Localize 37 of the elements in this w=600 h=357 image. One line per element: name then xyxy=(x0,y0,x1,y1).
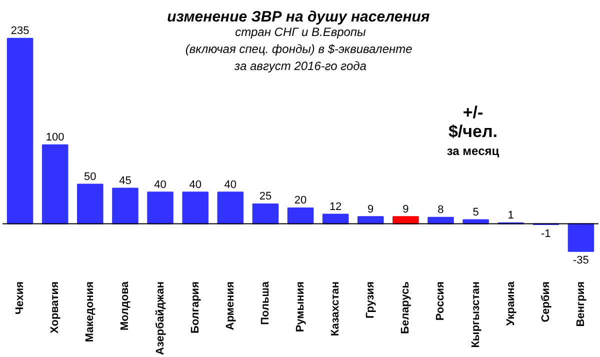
data-label: 40 xyxy=(189,178,202,191)
data-label: 50 xyxy=(84,171,96,184)
data-label: 40 xyxy=(224,178,237,191)
data-label: 45 xyxy=(119,174,132,187)
data-label: 25 xyxy=(259,190,272,203)
data-label: 12 xyxy=(329,200,342,213)
x-tick-label: Казахстан xyxy=(330,281,342,336)
data-label: 9 xyxy=(402,203,409,216)
data-label: 1 xyxy=(508,210,514,222)
data-label: -35 xyxy=(573,254,589,267)
x-tick-label: Грузия xyxy=(364,281,377,319)
x-tick-label: Болгария xyxy=(189,281,202,334)
x-tick-label: Кыргызстан xyxy=(470,282,482,348)
data-label: 40 xyxy=(154,178,166,191)
x-tick-label: Румыния xyxy=(294,281,306,332)
x-tick-label: Беларусь xyxy=(400,281,412,334)
data-label: -1 xyxy=(541,228,551,240)
x-tick-label: Армения xyxy=(224,281,236,330)
data-label: 100 xyxy=(46,132,64,144)
x-tick-label: Россия xyxy=(434,281,447,321)
x-tick-label: Украина xyxy=(504,280,517,326)
x-tick-label: Хорватия xyxy=(49,281,62,334)
data-label: 8 xyxy=(438,204,444,216)
x-tick-label: Молдова xyxy=(119,280,132,331)
x-tick-label: Сербия xyxy=(540,281,552,322)
data-label: 9 xyxy=(368,203,374,216)
data-label: 235 xyxy=(10,25,30,38)
annotation: +/- $/чел. за месяц xyxy=(446,102,500,158)
x-tick-label: Чехия xyxy=(14,282,26,314)
chart-title: изменение ЗВР на душу населения xyxy=(167,8,430,26)
chart-subtitle: стран СНГ и В.Европы (включая спец. фонды) в $-эквиваленте за август 2016-го года xyxy=(185,24,413,74)
x-tick-label: Польша xyxy=(259,280,272,325)
data-label: 5 xyxy=(472,206,479,219)
x-tick-label: Азербайджан xyxy=(154,281,166,355)
x-tick-label: Македония xyxy=(84,281,96,342)
data-label: 20 xyxy=(294,194,307,207)
x-tick-label: Венгрия xyxy=(574,282,587,327)
